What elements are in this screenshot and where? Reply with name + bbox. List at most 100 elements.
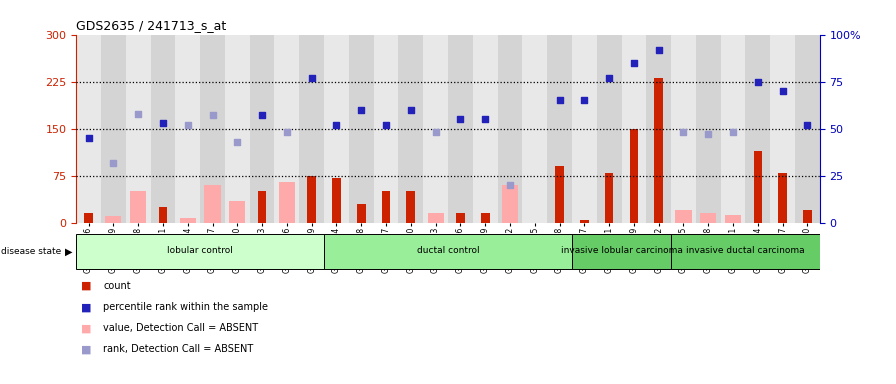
Point [379,122,393,128]
Bar [481,214,489,223]
Bar [279,182,295,223]
Bar [399,35,423,223]
Text: count: count [103,281,131,291]
Point [428,129,443,136]
Bar [646,35,671,223]
Bar [106,217,121,223]
Bar [407,191,415,223]
Bar [456,214,465,223]
Bar [101,35,125,223]
Text: ■: ■ [81,302,91,312]
Bar [225,35,250,223]
Bar [200,35,225,223]
Point [156,120,170,126]
Bar [795,35,820,223]
Text: GDS2635 / 241713_s_at: GDS2635 / 241713_s_at [76,19,227,32]
Point [280,129,294,136]
Text: rank, Detection Call = ABSENT: rank, Detection Call = ABSENT [103,344,254,354]
Bar [382,191,391,223]
Point [676,129,691,136]
Bar [427,214,444,223]
Bar [151,35,176,223]
Bar [720,35,745,223]
Bar [622,35,646,223]
Text: ■: ■ [81,323,91,333]
Bar [654,78,663,223]
Text: ▶: ▶ [65,247,73,257]
Bar [204,185,220,223]
Bar [159,207,168,223]
Bar [307,176,316,223]
Bar [701,214,716,223]
Point [651,46,666,53]
Bar [497,35,522,223]
Bar [125,35,151,223]
Bar [630,129,638,223]
Bar [547,35,572,223]
Point [577,98,591,104]
Bar [250,35,274,223]
Bar [754,151,762,223]
Point [131,111,145,117]
Point [305,75,319,81]
Bar [76,35,101,223]
Text: ductal control: ductal control [417,246,479,255]
Bar [522,35,547,223]
Bar [605,172,614,223]
Point [453,116,468,122]
Text: lobular control: lobular control [168,246,233,255]
Text: percentile rank within the sample: percentile rank within the sample [103,302,268,312]
Bar [258,191,266,223]
Bar [676,210,692,223]
Point [255,113,270,119]
Point [230,139,245,145]
Point [776,88,790,94]
Point [503,182,517,188]
Bar [374,35,399,223]
Text: ■: ■ [81,344,91,354]
Point [726,129,740,136]
Text: disease state: disease state [1,247,61,256]
Bar [725,215,741,223]
Bar [274,35,299,223]
Point [354,107,368,113]
Point [181,122,195,128]
Bar [229,201,246,223]
Bar [745,35,771,223]
FancyBboxPatch shape [572,234,671,269]
Bar [448,35,473,223]
Point [478,116,493,122]
Point [800,122,814,128]
FancyBboxPatch shape [76,234,324,269]
Bar [473,35,497,223]
Bar [357,204,366,223]
Point [702,131,716,137]
Bar [299,35,324,223]
Bar [597,35,622,223]
Point [107,159,121,166]
Bar [580,220,589,223]
Bar [130,191,146,223]
FancyBboxPatch shape [671,234,820,269]
Bar [332,177,340,223]
FancyBboxPatch shape [324,234,572,269]
Bar [176,35,200,223]
Point [205,113,220,119]
Bar [572,35,597,223]
Bar [779,172,787,223]
Bar [771,35,795,223]
Bar [671,35,696,223]
Point [553,98,567,104]
Bar [696,35,720,223]
Text: value, Detection Call = ABSENT: value, Detection Call = ABSENT [103,323,258,333]
Bar [180,218,195,223]
Bar [349,35,374,223]
Bar [556,166,564,223]
Point [751,79,765,85]
Text: invasive ductal carcinoma: invasive ductal carcinoma [686,246,805,255]
Bar [324,35,349,223]
Bar [803,210,812,223]
Bar [84,214,93,223]
Point [627,60,642,66]
Point [82,135,96,141]
